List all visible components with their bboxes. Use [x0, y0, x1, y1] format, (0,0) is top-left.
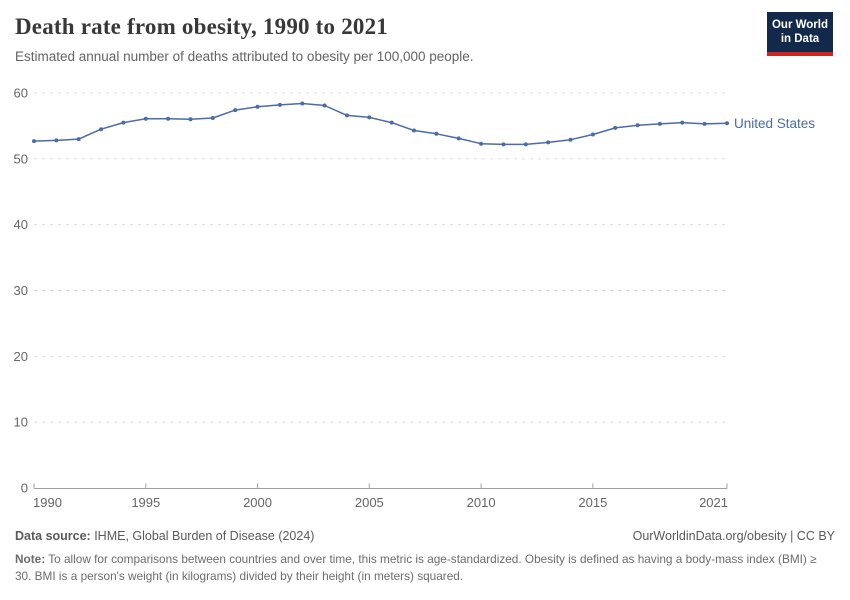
x-tick-label: 2005 — [355, 495, 384, 510]
data-point[interactable] — [76, 137, 81, 142]
y-tick-label: 50 — [14, 151, 28, 166]
data-point[interactable] — [568, 137, 573, 142]
y-tick-label: 0 — [21, 481, 28, 496]
data-point[interactable] — [389, 120, 394, 125]
data-line-united-states[interactable] — [33, 102, 728, 146]
chart-note: Note: To allow for comparisons between c… — [15, 551, 833, 584]
data-point[interactable] — [255, 104, 260, 109]
data-point[interactable] — [277, 102, 282, 107]
data-point[interactable] — [54, 138, 59, 143]
data-point[interactable] — [702, 121, 707, 126]
y-tick-label: 20 — [14, 349, 28, 364]
note-text: To allow for comparisons between countri… — [15, 552, 817, 583]
data-point[interactable] — [210, 116, 215, 120]
x-tick-label: 1990 — [33, 495, 62, 510]
x-tick-label: 2021 — [699, 495, 728, 510]
data-point[interactable] — [345, 113, 349, 118]
y-tick-label: 10 — [14, 415, 28, 430]
x-tick-label: 2000 — [243, 495, 272, 510]
y-tick-label: 40 — [14, 217, 28, 232]
data-point[interactable] — [501, 142, 506, 147]
data-point[interactable] — [121, 120, 126, 125]
data-point[interactable] — [456, 136, 461, 141]
data-point[interactable] — [166, 116, 171, 121]
data-point[interactable] — [322, 103, 327, 108]
data-point[interactable] — [412, 128, 416, 133]
data-point[interactable] — [546, 140, 551, 145]
data-point[interactable] — [32, 139, 36, 144]
x-tick-label: 2010 — [467, 495, 496, 510]
data-source: Data source: IHME, Global Burden of Dise… — [15, 529, 314, 543]
data-point[interactable] — [590, 132, 595, 137]
data-point[interactable] — [725, 121, 729, 126]
chart-subtitle: Estimated annual number of deaths attrib… — [15, 49, 474, 64]
data-point[interactable] — [99, 127, 104, 132]
data-point[interactable] — [367, 115, 372, 120]
series-label-united-states[interactable]: United States — [734, 116, 815, 131]
data-point[interactable] — [233, 108, 238, 113]
page-title: Death rate from obesity, 1990 to 2021 — [15, 14, 388, 39]
y-tick-label: 60 — [14, 86, 28, 101]
x-tick-label: 1995 — [131, 495, 160, 510]
x-tick-label: 2015 — [578, 495, 607, 510]
data-point[interactable] — [613, 125, 618, 130]
data-point[interactable] — [479, 141, 484, 146]
data-point[interactable] — [434, 131, 439, 136]
data-point[interactable] — [523, 142, 528, 147]
line-chart: 0 10 20 30 40 50 60 1990 1995 2000 2005 2010 2015 202… — [14, 86, 816, 511]
data-point[interactable] — [300, 101, 305, 106]
data-point[interactable] — [635, 123, 640, 128]
chart-header: Death rate from obesity, 1990 to 2021 Es… — [15, 14, 750, 64]
y-tick-label: 30 — [14, 283, 28, 298]
owid-license-link[interactable]: OurWorldinData.org/obesity | CC BY — [632, 529, 835, 543]
owid-logo-line2: in Data — [780, 33, 820, 45]
source-row: Data source: IHME, Global Burden of Dise… — [15, 529, 835, 543]
data-point[interactable] — [680, 120, 685, 125]
data-point[interactable] — [143, 116, 148, 121]
owid-logo[interactable]: Our World in Data — [767, 12, 833, 56]
data-source-text: IHME, Global Burden of Disease (2024) — [90, 529, 315, 543]
chart-footer: Data source: IHME, Global Burden of Dise… — [15, 529, 835, 584]
data-point[interactable] — [188, 117, 193, 122]
owid-logo-line1: Our World — [771, 18, 828, 31]
data-source-label: Data source: — [15, 529, 91, 543]
data-point[interactable] — [657, 121, 662, 126]
note-label: Note: — [15, 552, 46, 566]
